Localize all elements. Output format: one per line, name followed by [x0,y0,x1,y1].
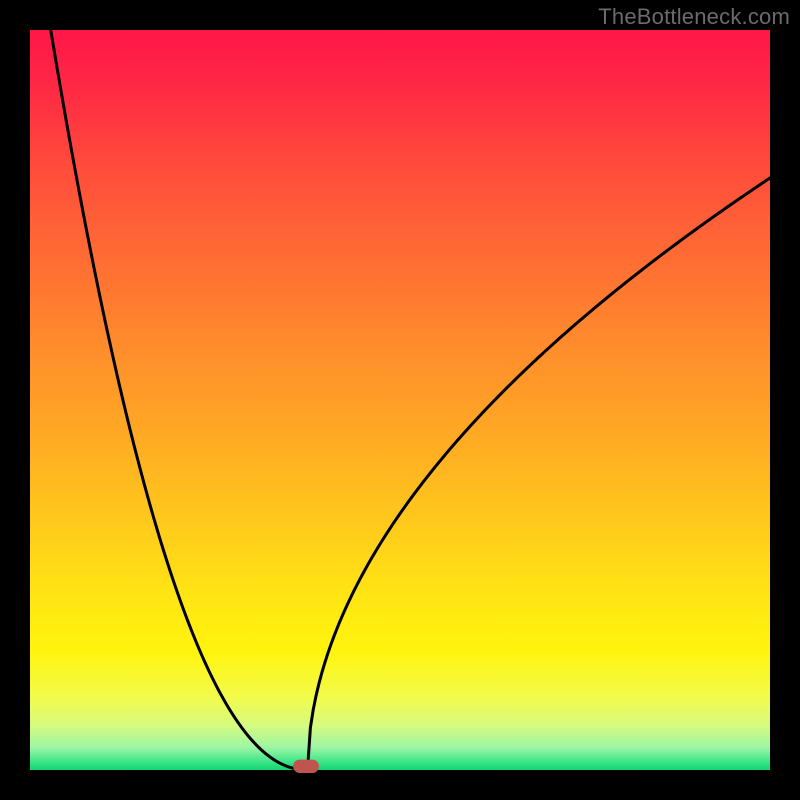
minimum-marker [293,760,319,773]
watermark-text: TheBottleneck.com [598,4,790,30]
chart-plot-bg [30,30,770,770]
bottleneck-curve-chart [0,0,800,800]
chart-stage: TheBottleneck.com [0,0,800,800]
